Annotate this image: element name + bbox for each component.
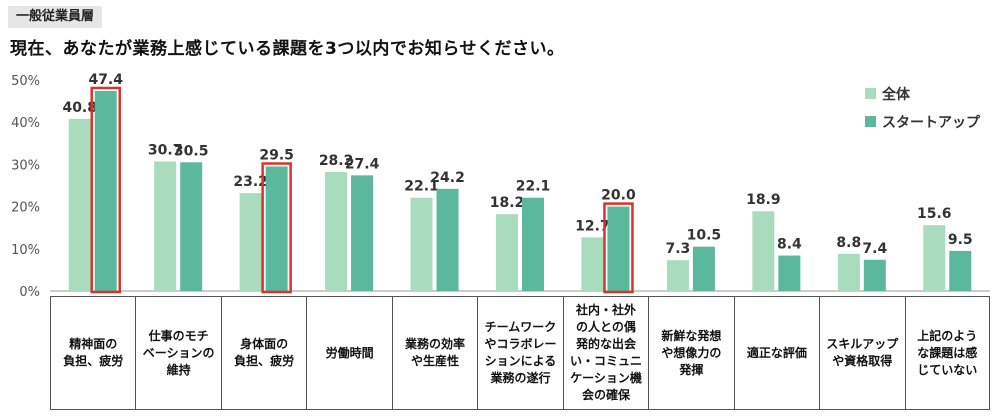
- y-tick-label: 50%: [11, 74, 40, 89]
- data-label: 12.7: [575, 218, 610, 234]
- bar-startup: [436, 188, 459, 291]
- category-label: 身体面の 負担、疲労: [220, 296, 307, 410]
- category-label: 業務の効率 や生産性: [391, 296, 478, 410]
- legend-swatch: [865, 116, 876, 127]
- bar-overall: [837, 253, 860, 291]
- y-tick-label: 40%: [11, 116, 40, 131]
- category-label: 精神面の 負担、疲労: [50, 296, 136, 410]
- highlight-frame: [603, 202, 634, 294]
- data-label: 8.4: [777, 237, 802, 253]
- data-label: 23.2: [233, 174, 268, 190]
- bar-overall: [496, 214, 518, 291]
- bar-startup: [949, 250, 972, 291]
- data-label: 22.1: [516, 179, 551, 195]
- legend-label: スタートアップ: [882, 115, 981, 131]
- data-label: 30.7: [148, 142, 183, 158]
- bar-overall: [239, 193, 262, 291]
- question-title: 現在、あなたが業務上感じている課題を3つ以内でお知らせください。: [10, 39, 565, 59]
- bar-startup: [351, 175, 374, 291]
- data-label: 28.2: [319, 153, 354, 169]
- data-label: 29.5: [259, 148, 294, 164]
- bar-startup: [265, 166, 288, 291]
- y-tick-label: 20%: [11, 201, 40, 216]
- y-tick-label: 0%: [19, 285, 40, 300]
- data-label: 22.1: [404, 179, 439, 195]
- data-label: 8.8: [836, 235, 861, 251]
- bar-startup: [522, 197, 544, 291]
- respondent-group-tag: 一般従業員層: [8, 6, 103, 28]
- data-label: 10.5: [687, 228, 722, 244]
- data-label: 24.2: [430, 170, 465, 186]
- data-label: 18.9: [746, 192, 781, 208]
- data-label: 47.4: [88, 72, 123, 88]
- category-label: 労働時間: [306, 296, 392, 410]
- bar-startup: [94, 90, 117, 291]
- category-label: スキルアップ や資格取得: [819, 296, 905, 410]
- y-tick-label: 30%: [11, 158, 40, 173]
- bar-startup: [863, 259, 886, 291]
- bar-overall: [666, 260, 689, 291]
- data-label: 40.8: [62, 100, 97, 116]
- bar-overall: [68, 118, 91, 291]
- data-label: 18.2: [490, 195, 525, 211]
- category-label: チームワーク やコラボレー ションによる 業務の遂行: [477, 296, 563, 410]
- highlight-frame: [261, 162, 292, 294]
- bar-startup: [778, 255, 801, 291]
- bar-overall: [752, 211, 775, 291]
- bar-overall: [325, 171, 348, 291]
- category-label: 新鮮な発想 や想像力の 発揮: [648, 296, 734, 410]
- bar-overall: [923, 225, 946, 291]
- data-label: 20.0: [601, 188, 636, 204]
- bar-overall: [581, 237, 604, 291]
- category-label: 仕事のモチ ベーションの 維持: [135, 296, 221, 410]
- data-label: 15.6: [917, 206, 952, 222]
- data-label: 7.4: [862, 241, 887, 257]
- data-label: 27.4: [345, 156, 380, 172]
- data-label: 30.5: [174, 143, 209, 159]
- category-label: 適正な評価: [733, 296, 820, 410]
- bar-overall: [410, 197, 433, 291]
- bar-startup: [180, 162, 203, 291]
- category-label: 社内・社外 の人との偶 発的な出会 い・コミュニ ケーション機 会の確保: [562, 296, 649, 410]
- category-label: 上記のよう な課題は感 じていない: [904, 296, 990, 410]
- bar-startup: [692, 246, 715, 291]
- highlight-frame: [90, 86, 121, 294]
- y-tick-label: 10%: [11, 243, 40, 258]
- legend-label: 全体: [881, 86, 911, 103]
- legend-swatch: [865, 88, 876, 99]
- bar-overall: [154, 161, 177, 291]
- bar-startup: [607, 206, 630, 291]
- data-label: 9.5: [948, 232, 973, 248]
- data-label: 7.3: [666, 241, 691, 257]
